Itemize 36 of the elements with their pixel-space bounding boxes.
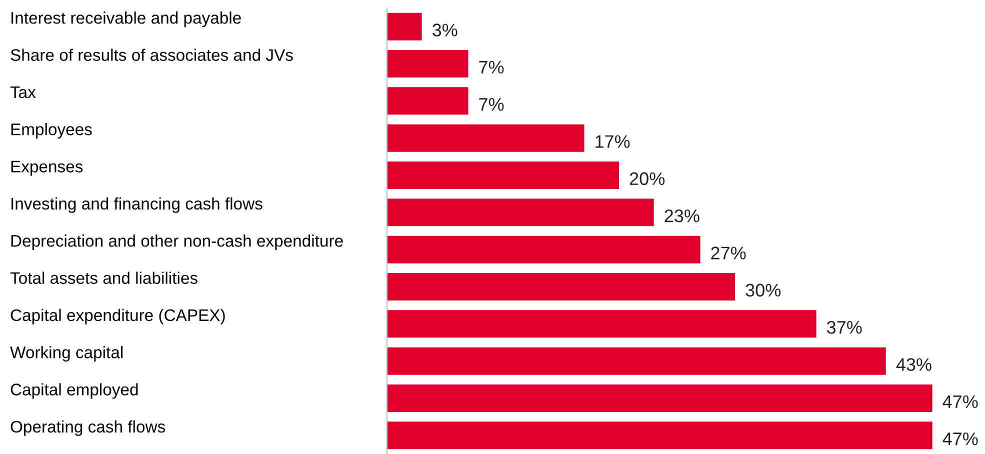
bar (387, 87, 468, 115)
data-label: 3% (432, 24, 458, 36)
y-tick-label: Working capital (10, 346, 123, 362)
y-tick-label: Depreciation and other non-cash expenditure (11, 234, 343, 250)
data-label: 7% (479, 98, 504, 111)
y-tick-label: Interest receivable and payable (12, 12, 241, 28)
data-label: 7% (479, 60, 504, 74)
y-tick-label: Capital expenditure (CAPEX) (10, 308, 225, 324)
y-tick-label: Expenses (11, 160, 83, 176)
y-tick-label: Capital employed (10, 383, 138, 399)
y-tick-label: Tax (10, 86, 36, 98)
bar (387, 124, 584, 152)
data-label: 17% (596, 135, 630, 148)
data-label: 43% (896, 358, 932, 371)
data-label: 20% (630, 172, 665, 186)
bar (387, 12, 422, 40)
data-label: 47% (942, 395, 978, 408)
bar (387, 273, 736, 300)
bar (387, 198, 654, 226)
bar (387, 50, 468, 78)
data-label: 27% (711, 246, 746, 260)
y-tick-label: Operating cash flows (10, 420, 166, 436)
data-label: 30% (746, 284, 781, 297)
bar (387, 422, 932, 450)
y-tick-label: Employees (11, 123, 92, 139)
bar (387, 162, 620, 189)
bar (387, 236, 700, 264)
data-label: 23% (664, 209, 700, 222)
y-tick-label: Investing and financing cash flows (12, 197, 262, 213)
bar (387, 384, 932, 412)
bar (387, 347, 886, 375)
y-tick-label: Share of results of associates and JVs (10, 48, 293, 61)
data-label: 47% (942, 432, 978, 446)
bar (387, 310, 816, 338)
y-tick-label: Total assets and liabilities (10, 272, 198, 284)
data-label: 37% (826, 320, 862, 334)
